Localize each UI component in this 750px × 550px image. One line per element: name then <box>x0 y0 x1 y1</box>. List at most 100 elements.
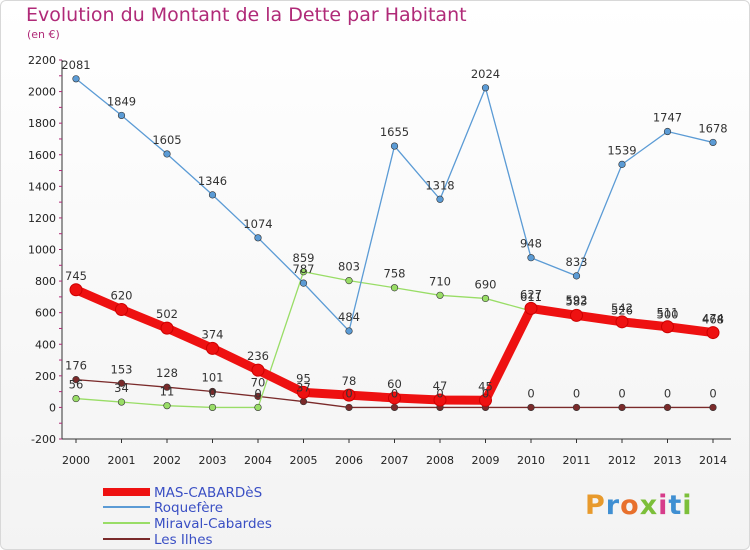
logo-letter: t <box>668 490 683 521</box>
proxiti-logo: Proxiti <box>585 490 693 521</box>
data-point <box>527 254 535 262</box>
data-label: 0 <box>254 386 261 400</box>
data-point <box>208 387 217 396</box>
data-label: 502 <box>156 307 178 321</box>
x-tick-label: 2007 <box>381 454 409 467</box>
data-label: 690 <box>475 277 497 291</box>
data-label: 0 <box>573 386 580 400</box>
data-point <box>117 111 126 120</box>
data-label: 0 <box>527 386 534 400</box>
data-point <box>299 397 308 406</box>
data-point <box>570 308 583 322</box>
data-label: 1605 <box>152 133 181 147</box>
x-tick-label: 2003 <box>199 454 227 467</box>
data-label: 1074 <box>243 217 272 231</box>
x-tick-label: 2011 <box>563 454 591 467</box>
data-label: 2024 <box>471 67 500 81</box>
data-label: 484 <box>338 310 360 324</box>
data-label: 0 <box>482 386 489 400</box>
data-label: 236 <box>247 349 269 363</box>
data-point <box>709 138 717 147</box>
x-tick-label: 2010 <box>517 454 545 467</box>
data-point <box>117 379 126 387</box>
data-label: 101 <box>202 370 224 384</box>
data-point <box>661 320 674 334</box>
x-tick-label: 2004 <box>244 454 272 467</box>
legend-entry: Roquefère <box>103 500 223 516</box>
data-point <box>299 268 308 276</box>
data-point <box>706 326 720 340</box>
y-tick-label: 1200 <box>28 212 56 225</box>
data-label: 153 <box>111 362 133 376</box>
data-point <box>572 272 581 280</box>
data-point <box>527 403 535 412</box>
x-tick-label: 2009 <box>472 454 500 467</box>
data-label: 803 <box>338 260 360 274</box>
data-label: 511 <box>657 306 679 320</box>
data-point <box>208 403 217 412</box>
data-label: 611 <box>520 290 542 304</box>
legend-label: MAS-CABARDèS <box>154 485 262 501</box>
data-label: 37 <box>296 381 311 395</box>
data-point <box>390 284 399 292</box>
legend-entry: Les Ilhes <box>103 532 213 548</box>
data-point <box>390 403 399 412</box>
series-1 <box>72 75 717 335</box>
data-label: 758 <box>384 267 406 281</box>
data-label: 34 <box>114 381 129 395</box>
x-tick-label: 2006 <box>335 454 363 467</box>
data-point <box>254 403 262 412</box>
data-label: 474 <box>702 312 724 326</box>
y-tick-label: 1800 <box>28 117 56 130</box>
data-label: 95 <box>296 371 311 385</box>
data-point <box>163 402 171 410</box>
y-tick-label: 0 <box>49 401 56 414</box>
logo-letter: i <box>682 490 693 521</box>
data-point <box>433 393 447 407</box>
data-label: 0 <box>618 386 625 400</box>
data-label: 583 <box>566 294 588 308</box>
series-0 <box>69 283 720 407</box>
logo-letter: r <box>605 490 621 521</box>
data-label: 787 <box>293 262 315 276</box>
data-label: 1678 <box>698 121 727 135</box>
data-label: 70 <box>251 375 266 389</box>
data-point <box>524 301 538 315</box>
data-label: 0 <box>709 386 716 400</box>
data-point <box>479 393 492 407</box>
data-point <box>436 291 444 299</box>
data-point <box>115 303 128 317</box>
data-point <box>342 388 356 402</box>
data-point <box>72 376 80 384</box>
data-label: 1539 <box>607 143 636 157</box>
x-tick-label: 2008 <box>426 454 454 467</box>
data-point <box>618 403 626 412</box>
legend-label: Roquefère <box>154 500 223 516</box>
data-label: 128 <box>156 366 178 380</box>
data-point <box>345 327 353 335</box>
data-point <box>72 75 80 83</box>
data-label: 56 <box>69 378 84 392</box>
legend-label: Les Ilhes <box>154 532 213 548</box>
data-point <box>163 383 171 391</box>
data-label: 0 <box>436 386 443 400</box>
data-point <box>297 385 310 399</box>
data-point <box>163 150 171 158</box>
data-point <box>345 403 353 412</box>
y-tick-label: 400 <box>35 338 56 351</box>
data-point <box>345 277 353 285</box>
data-point <box>206 341 219 355</box>
legend-entry: Miraval-Cabardes <box>103 516 272 532</box>
logo-letter: o <box>620 490 640 521</box>
series-3 <box>72 376 717 412</box>
data-label: 1747 <box>653 111 682 125</box>
data-point <box>618 160 626 168</box>
data-label: 859 <box>293 251 315 265</box>
data-label: 60 <box>387 377 402 391</box>
x-tick-label: 2000 <box>62 454 90 467</box>
data-label: 0 <box>345 386 352 400</box>
y-tick-label: 2200 <box>28 54 56 67</box>
data-point <box>208 191 217 199</box>
x-tick-label: 2013 <box>654 454 682 467</box>
